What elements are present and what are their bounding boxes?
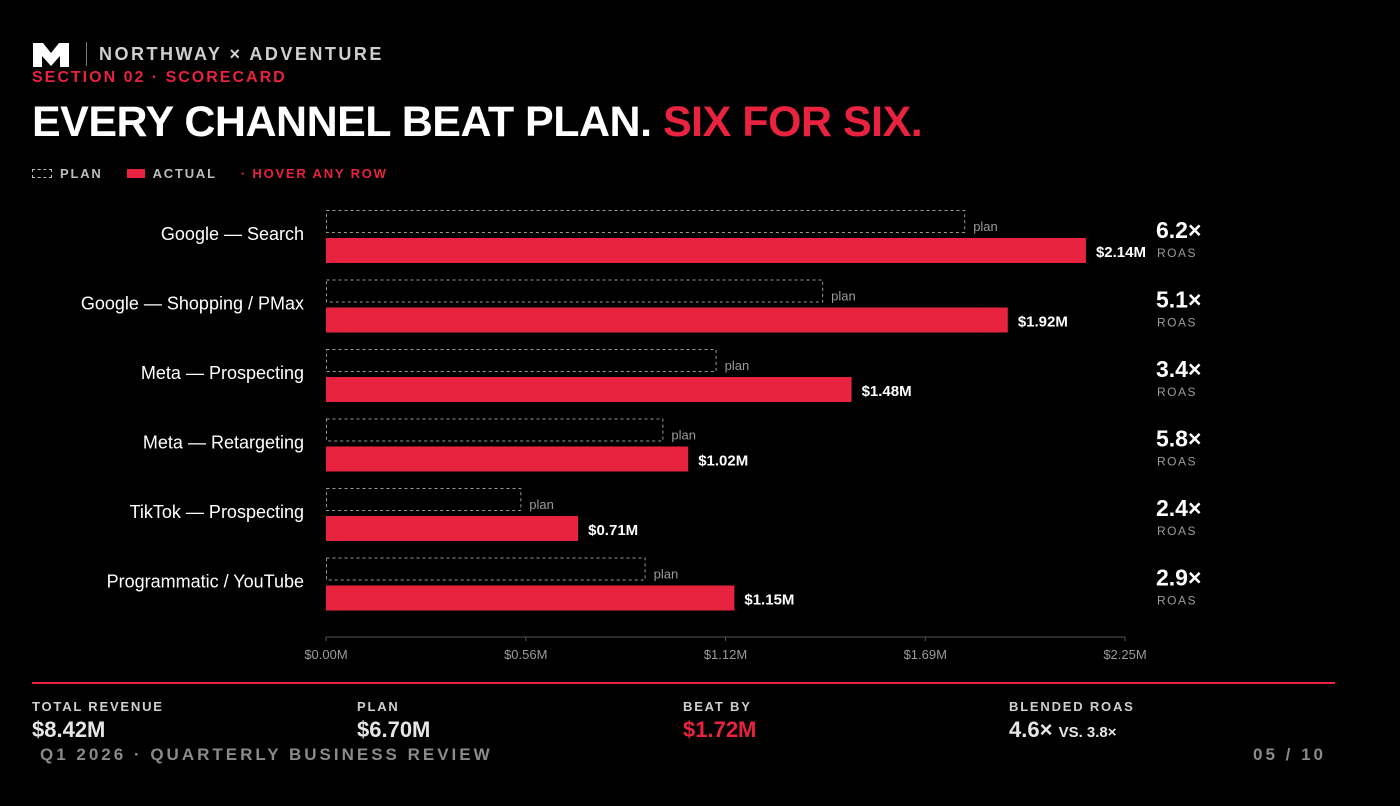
chart-legend: PLAN ACTUAL · HOVER ANY ROW: [32, 164, 388, 182]
legend-actual-swatch: [126, 168, 145, 178]
kpi-label: PLAN: [357, 699, 400, 714]
actual-value-label: $1.15M: [744, 592, 794, 609]
channel-label: Programmatic / YouTube: [107, 572, 304, 592]
kpi-value: $6.70M: [357, 717, 431, 742]
kpi-plan: PLAN $6.70M: [357, 699, 430, 743]
actual-bar: [326, 238, 1086, 263]
x-axis-tick-label: $2.25M: [1103, 647, 1146, 662]
headline-main: EVERY CHANNEL BEAT PLAN.: [32, 98, 652, 146]
plan-bar-label: plan: [973, 219, 998, 234]
x-axis-tick-label: $0.56M: [504, 647, 547, 662]
roas-label: ROAS: [1157, 385, 1197, 399]
actual-value-label: $2.14M: [1096, 244, 1146, 261]
kpi-label: BLENDED ROAS: [1009, 699, 1135, 714]
actual-bar: [326, 377, 852, 402]
page-number: 05 / 10: [1253, 745, 1326, 764]
legend-plan-label: PLAN: [60, 165, 103, 181]
plan-bar: [326, 349, 717, 372]
legend-hover-hint: · HOVER ANY ROW: [240, 165, 388, 181]
actual-bar: [326, 446, 689, 472]
actual-bar: [326, 585, 735, 611]
kpi-blended-roas: BLENDED ROAS 4.6× VS. 3.8×: [1009, 699, 1135, 743]
x-axis-tick-label: $1.69M: [904, 647, 947, 662]
roas-label: ROAS: [1157, 594, 1197, 608]
plan-bar-label: plan: [831, 289, 856, 304]
roas-value: 5.8×: [1156, 426, 1201, 452]
kpi-label: BEAT BY: [683, 699, 752, 714]
x-axis-tick-label: $1.12M: [704, 647, 747, 662]
kpi-divider: [32, 682, 1335, 684]
plan-bar-label: plan: [654, 567, 679, 582]
plan-bar: [326, 488, 522, 511]
legend-plan-swatch: [32, 168, 52, 178]
roas-value: 2.4×: [1156, 495, 1201, 521]
roas-label: ROAS: [1157, 524, 1197, 538]
x-axis-tick-label: $0.00M: [304, 647, 347, 662]
actual-bar: [326, 516, 579, 541]
brand-divider: [86, 42, 87, 66]
roas-value: 3.4×: [1156, 356, 1201, 382]
roas-value: 5.1×: [1156, 287, 1201, 313]
plan-bar-label: plan: [671, 428, 696, 443]
roas-label: ROAS: [1157, 316, 1197, 330]
legend-actual-label: ACTUAL: [152, 165, 217, 181]
channel-label: Meta — Retargeting: [143, 433, 304, 453]
kpi-value: $8.42M: [32, 717, 106, 742]
channel-bar-chart: Google — Search plan $2.14M 6.2× ROAS Google …: [81, 210, 1201, 662]
roas-label: ROAS: [1157, 455, 1197, 469]
brand-header: NORTHWAY × ADVENTURE: [32, 38, 384, 70]
actual-value-label: $1.02M: [698, 453, 748, 470]
kpi-roas-value: 4.6×: [1009, 717, 1053, 742]
actual-bar: [326, 307, 1008, 333]
channel-label: Google — Shopping / PMax: [81, 294, 304, 314]
actual-value-label: $1.48M: [862, 383, 912, 400]
plan-bar: [326, 557, 646, 581]
roas-label: ROAS: [1157, 246, 1197, 260]
channel-label: TikTok — Prospecting: [130, 502, 304, 522]
actual-value-label: $0.71M: [588, 522, 638, 539]
kpi-beat-by: BEAT BY $1.72M: [683, 699, 756, 743]
kpi-roas-comparison: VS. 3.8×: [1058, 724, 1117, 741]
kpi-label: TOTAL REVENUE: [32, 699, 164, 714]
plan-bar: [326, 210, 966, 233]
plan-bar-label: plan: [725, 358, 750, 373]
kpi-value: 4.6× VS. 3.8×: [1009, 717, 1135, 743]
headline-accent: SIX FOR SIX.: [663, 98, 923, 146]
kpi-value: $1.72M: [683, 717, 757, 742]
m-monogram-logo: [33, 43, 69, 67]
page-title: EVERY CHANNEL BEAT PLAN. SIX FOR SIX.: [32, 96, 923, 148]
roas-value: 6.2×: [1156, 217, 1201, 243]
section-label: SECTION 02 · SCORECARD: [32, 69, 287, 86]
plan-bar: [326, 418, 664, 442]
channel-label: Google — Search: [161, 224, 304, 244]
roas-value: 2.9×: [1156, 565, 1201, 591]
actual-value-label: $1.92M: [1018, 314, 1068, 331]
footer-title: Q1 2026 · QUARTERLY BUSINESS REVIEW: [40, 745, 493, 764]
channel-label: Meta — Prospecting: [141, 363, 304, 383]
plan-bar: [326, 279, 824, 303]
kpi-total-revenue: TOTAL REVENUE $8.42M: [32, 699, 164, 743]
plan-bar-label: plan: [529, 497, 554, 512]
brand-name: NORTHWAY × ADVENTURE: [99, 43, 384, 64]
